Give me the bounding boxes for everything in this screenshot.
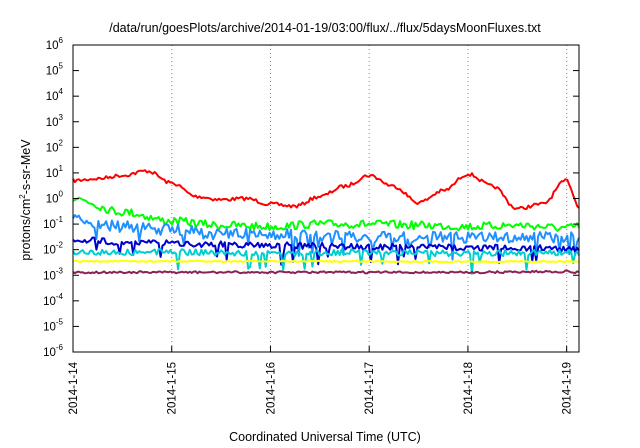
series-line xyxy=(72,248,580,275)
y-tick-exp: 1 xyxy=(59,164,64,173)
y-tick-exp: -4 xyxy=(56,292,64,301)
y-tick-exp: 3 xyxy=(59,113,64,122)
y-tick-base: 10 xyxy=(46,91,59,103)
y-tick-exp: -1 xyxy=(56,215,64,224)
x-tick-label: 2014-1-15 xyxy=(167,362,179,414)
x-tick-label: 2014-1-19 xyxy=(562,362,574,414)
chart-title: /data/run/goesPlots/archive/2014-01-19/0… xyxy=(109,21,541,35)
y-tick-base: 10 xyxy=(43,270,56,282)
series-line xyxy=(72,269,580,275)
y-tick-exp: -6 xyxy=(56,343,64,352)
plot-area xyxy=(72,169,580,275)
y-tick-exp: 0 xyxy=(59,190,64,199)
series-line xyxy=(72,236,580,266)
x-tick-label: 2014-1-18 xyxy=(463,362,475,414)
y-tick-base: 10 xyxy=(43,347,56,359)
y-tick-base: 10 xyxy=(46,66,59,78)
y-tick-label: 105 xyxy=(46,62,64,78)
plot-frame xyxy=(72,44,580,353)
y-axis-label: protons/cm2-s-sr-MeV xyxy=(18,139,33,261)
y-tick-exp: -5 xyxy=(56,317,64,326)
y-tick-exp: 5 xyxy=(59,62,64,71)
y-axis-label-rest: -s-sr-MeV xyxy=(19,139,33,195)
series-line xyxy=(72,169,580,211)
y-tick-base: 10 xyxy=(46,168,59,180)
y-tick-base: 10 xyxy=(43,219,56,231)
y-tick-base: 10 xyxy=(46,40,59,52)
y-tick-exp: -2 xyxy=(56,241,64,250)
y-tick-label: 101 xyxy=(46,164,64,180)
y-tick-exp: -3 xyxy=(56,266,64,275)
grid xyxy=(72,45,568,352)
x-tick-label: 2014-1-17 xyxy=(364,362,376,414)
x-tick-label: 2014-1-16 xyxy=(265,362,277,414)
y-tick-exp: 6 xyxy=(59,36,64,45)
y-tick-label: 10-4 xyxy=(43,292,63,308)
y-axis-label-sup: 2 xyxy=(18,194,27,199)
y-axis: 10-610-510-410-310-210-11001011021031041… xyxy=(43,36,579,359)
y-tick-label: 103 xyxy=(46,113,64,129)
x-axis-label: Coordinated Universal Time (UTC) xyxy=(229,430,421,444)
y-tick-label: 10-3 xyxy=(43,266,63,282)
y-tick-label: 10-1 xyxy=(43,215,63,231)
y-tick-base: 10 xyxy=(43,245,56,257)
series-line xyxy=(72,214,580,261)
x-axis: 2014-1-14 2014-1-15 2014-1-16 2014-1-17 2014… xyxy=(68,346,574,414)
y-tick-label: 106 xyxy=(46,36,64,52)
y-tick-base: 10 xyxy=(43,321,56,333)
series-line xyxy=(72,259,580,264)
series-line xyxy=(72,196,580,232)
y-tick-base: 10 xyxy=(46,142,59,154)
y-tick-base: 10 xyxy=(43,296,56,308)
y-tick-exp: 2 xyxy=(59,138,64,147)
y-tick-label: 104 xyxy=(46,87,64,103)
x-tick-label: 2014-1-14 xyxy=(68,361,80,414)
y-tick-label: 10-6 xyxy=(43,343,63,359)
y-axis-label-base: protons/cm xyxy=(19,199,33,261)
y-tick-label: 10-2 xyxy=(43,241,63,257)
y-tick-base: 10 xyxy=(46,194,59,206)
y-tick-label: 102 xyxy=(46,138,64,154)
y-tick-label: 10-5 xyxy=(43,317,63,333)
y-tick-base: 10 xyxy=(46,117,59,129)
y-tick-label: 100 xyxy=(46,190,64,206)
y-tick-exp: 4 xyxy=(59,87,64,96)
